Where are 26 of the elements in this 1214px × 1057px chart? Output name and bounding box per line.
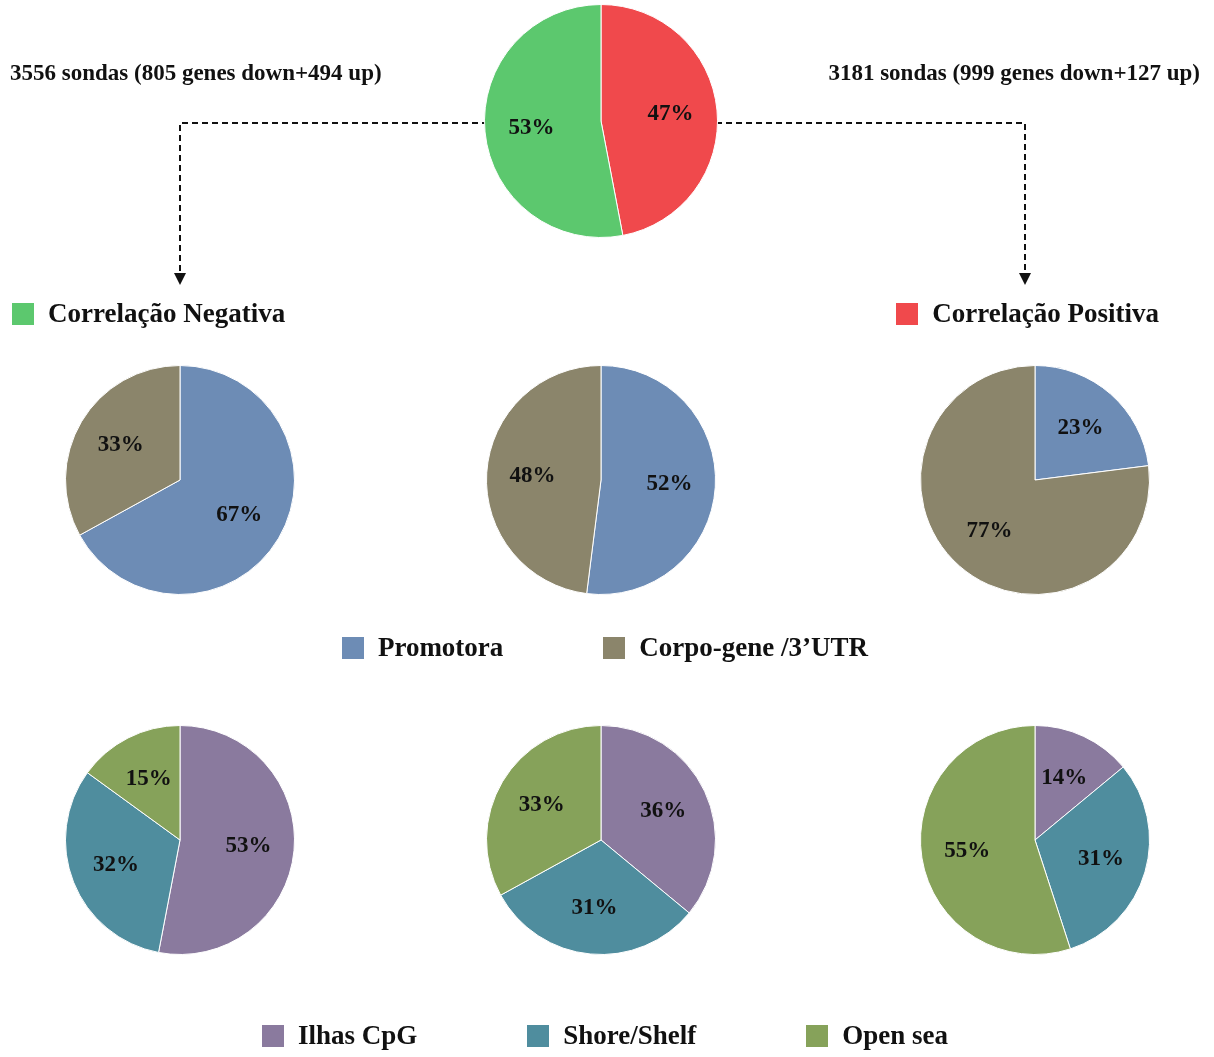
data-label: 55% [944,836,991,862]
legend-label: Corpo-gene /3’UTR [639,632,869,663]
data-label: 31% [1077,845,1124,871]
data-label: 67% [216,500,263,526]
data-label: 47% [647,100,694,126]
legend-label: Shore/Shelf [563,1020,697,1051]
text: 3556 sondas (805 genes down+494 up) [10,60,382,86]
data-label: 52% [646,470,693,496]
legend-label: Correlação Positiva [932,298,1159,329]
legend-label: Correlação Negativa [48,298,286,329]
data-label: 53% [508,113,555,139]
data-label: 33% [518,790,565,816]
data-label: 15% [125,764,172,790]
data-label: 23% [1057,414,1104,440]
legend-label: Open sea [842,1020,949,1051]
legend-label: Ilhas CpG [297,1020,418,1051]
data-label: 33% [97,430,144,456]
data-label: 32% [93,851,140,877]
data-label: 14% [1041,763,1088,789]
data-label: 36% [640,796,687,822]
text: 3181 sondas (999 genes down+127 up) [828,60,1200,86]
data-label: 53% [225,832,272,858]
legend-label: Promotora [377,632,504,663]
data-label: 48% [509,461,556,487]
data-label: 31% [571,894,618,920]
data-label: 77% [966,517,1013,543]
